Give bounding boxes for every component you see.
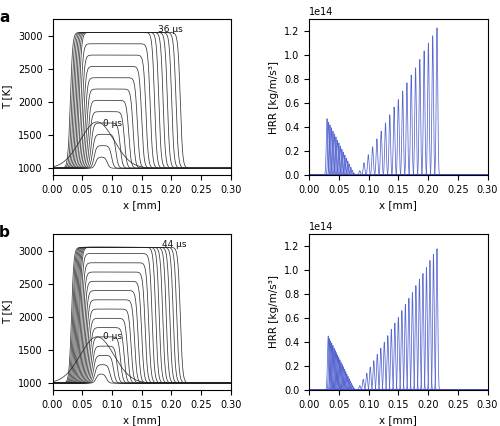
Y-axis label: HRR [kg/m/s³]: HRR [kg/m/s³] xyxy=(268,60,278,133)
X-axis label: x [mm]: x [mm] xyxy=(380,200,418,210)
Text: 44 μs: 44 μs xyxy=(162,240,187,249)
Text: 0 μs: 0 μs xyxy=(103,332,122,341)
Text: 36 μs: 36 μs xyxy=(0,425,1,426)
Text: 0 μs: 0 μs xyxy=(0,425,1,426)
Text: b: b xyxy=(0,225,10,240)
X-axis label: x [mm]: x [mm] xyxy=(122,200,160,210)
Text: 0 μs: 0 μs xyxy=(103,119,122,128)
Y-axis label: T [K]: T [K] xyxy=(2,85,12,109)
X-axis label: x [mm]: x [mm] xyxy=(380,415,418,425)
Text: 36 μs: 36 μs xyxy=(158,25,183,34)
X-axis label: x [mm]: x [mm] xyxy=(122,415,160,425)
Y-axis label: HRR [kg/m/s³]: HRR [kg/m/s³] xyxy=(268,276,278,348)
Text: 0 μs: 0 μs xyxy=(0,425,1,426)
Text: 44 μs: 44 μs xyxy=(0,425,1,426)
Y-axis label: T [K]: T [K] xyxy=(2,299,12,324)
Text: a: a xyxy=(0,10,10,25)
